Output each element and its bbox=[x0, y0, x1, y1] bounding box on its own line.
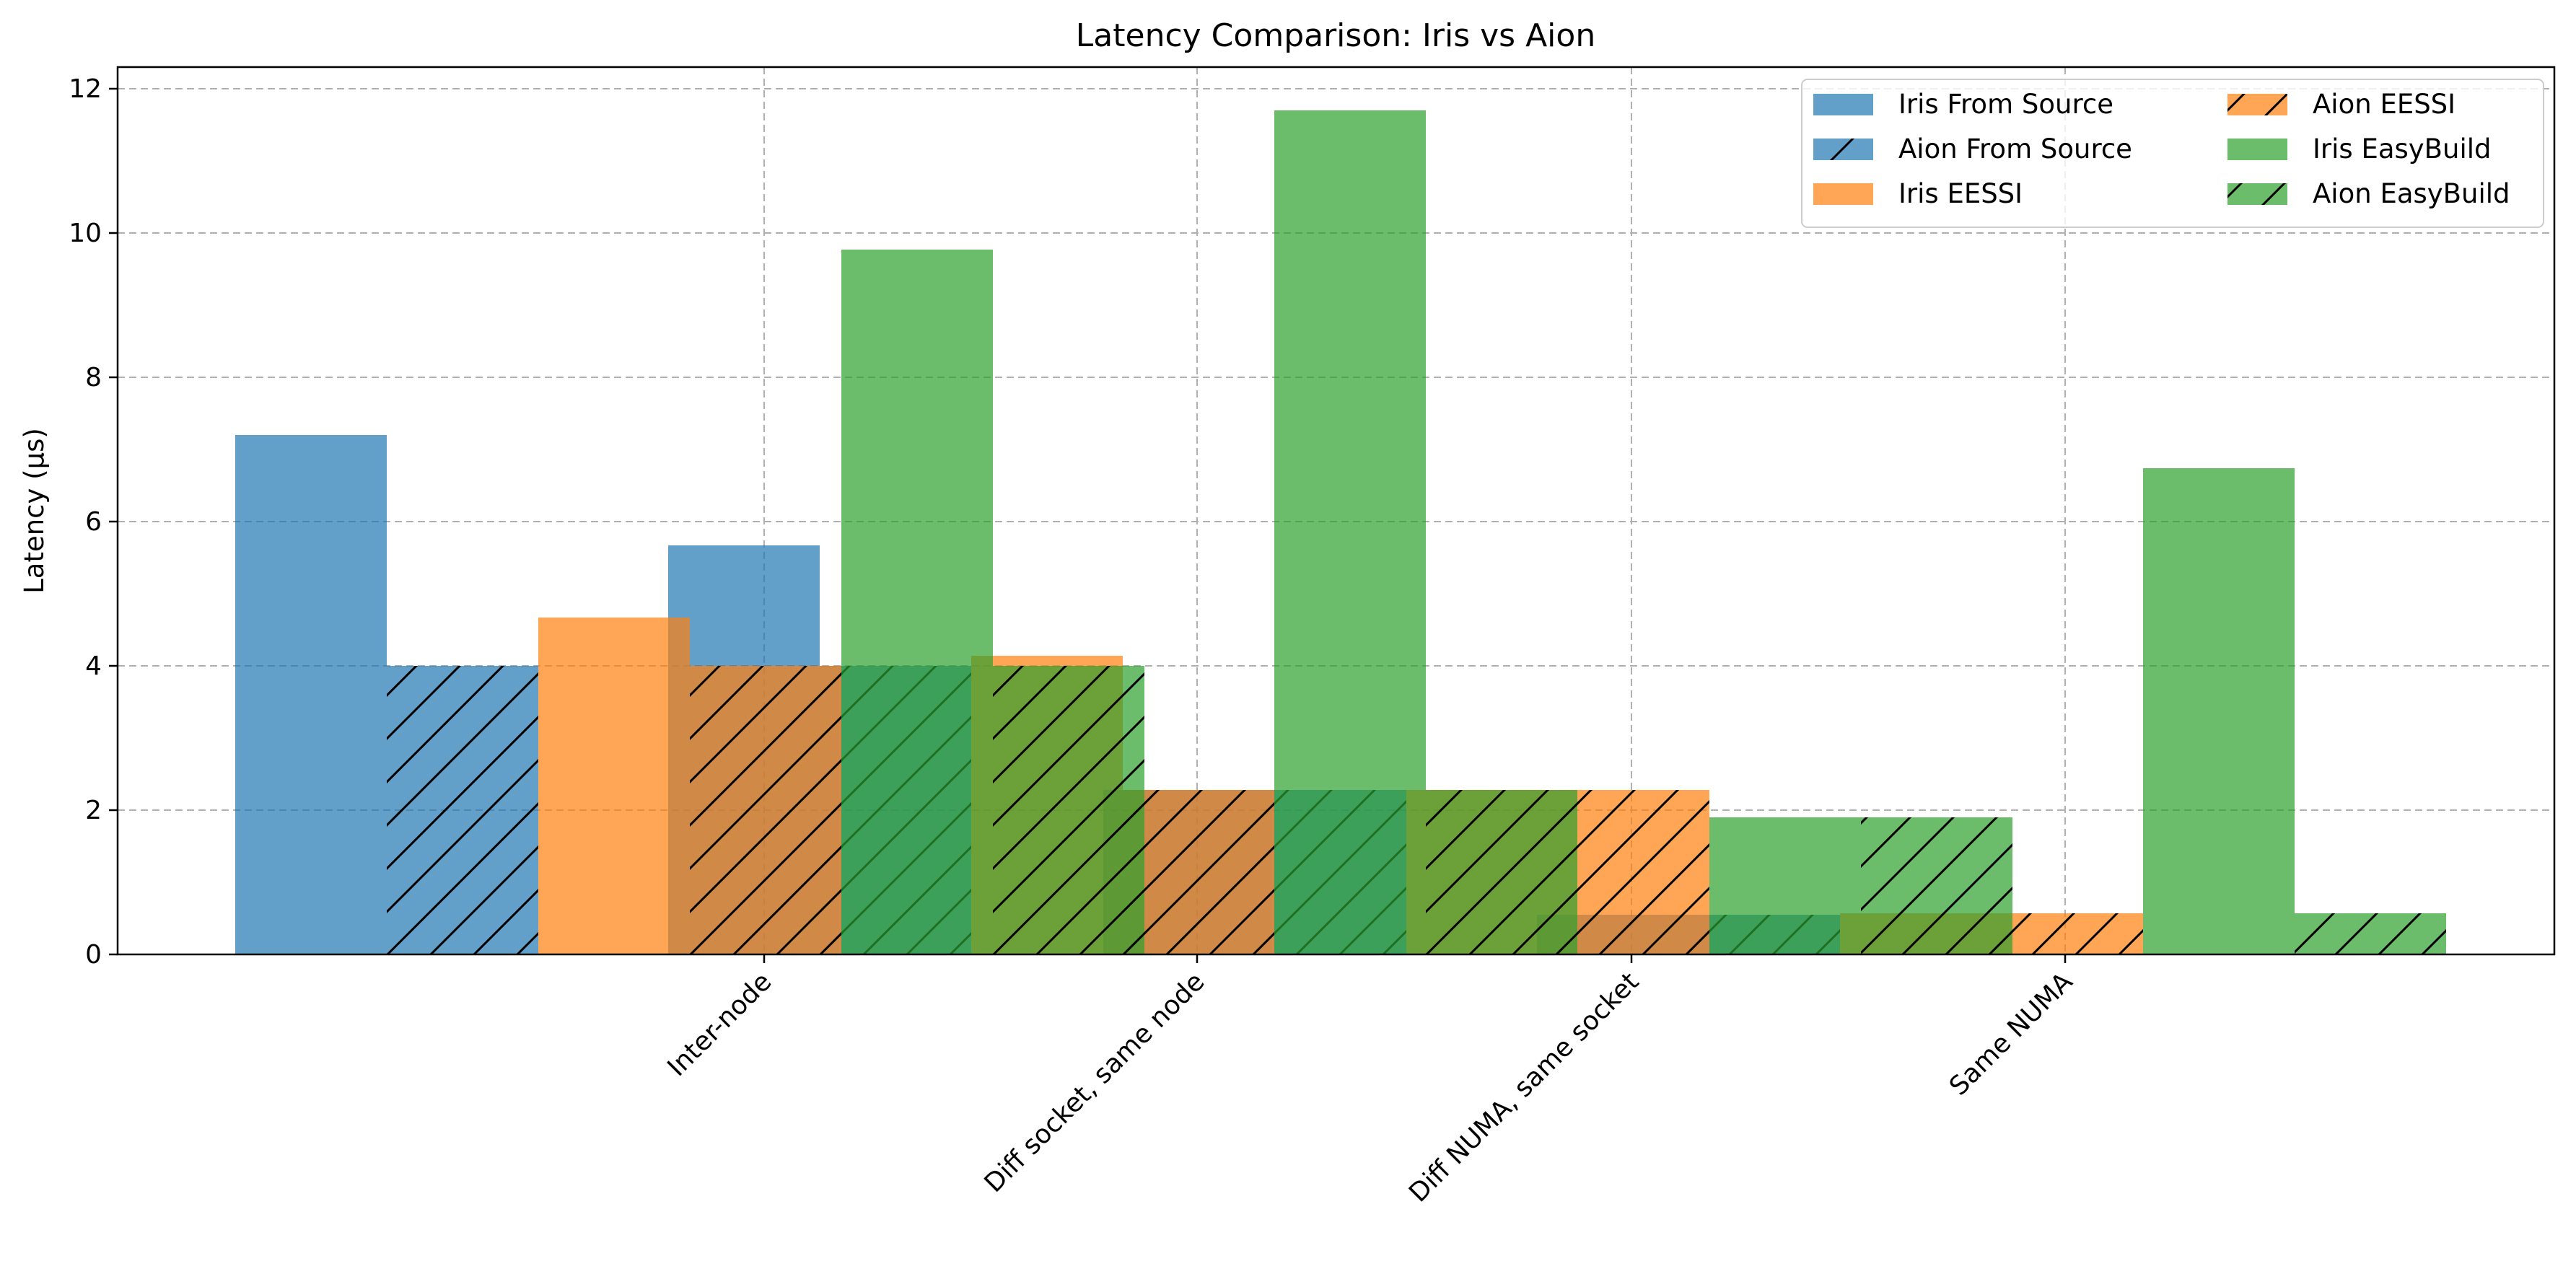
legend-swatch-iris-easybuild bbox=[2227, 139, 2287, 160]
legend-label-iris-easybuild: Iris EasyBuild bbox=[2313, 133, 2492, 164]
y-tick-label: 12 bbox=[69, 74, 102, 104]
legend-label-aion-from-source: Aion From Source bbox=[1898, 133, 2132, 164]
bar-iris-from-source-inter-node bbox=[235, 435, 387, 954]
bar-hatch-aion-eessi-inter-node bbox=[690, 666, 841, 954]
bar-hatch-aion-easybuild-inter-node bbox=[993, 666, 1144, 954]
legend-label-iris-from-source: Iris From Source bbox=[1898, 89, 2113, 120]
legend-swatch-hatch-aion-from-source bbox=[1813, 139, 1873, 160]
bar-hatch-aion-eessi-diff-numa-same-socket bbox=[1558, 790, 1709, 954]
legend: Iris From Source Aion From Source Iris EES… bbox=[1801, 79, 2544, 228]
y-tick-label: 0 bbox=[85, 940, 102, 970]
legend-swatch-hatch-aion-easybuild bbox=[2227, 183, 2287, 205]
bar-hatch-aion-eessi-diff-socket-same-node bbox=[1123, 790, 1274, 954]
bar-hatch-aion-easybuild-diff-socket-same-node bbox=[1426, 790, 1577, 954]
y-axis-title: Latency (µs) bbox=[19, 428, 50, 594]
legend-frame bbox=[1801, 79, 2544, 228]
bar-iris-easybuild-diff-numa-same-socket bbox=[1709, 817, 1861, 954]
legend-label-aion-eessi: Aion EESSI bbox=[2313, 89, 2455, 120]
bar-hatch-aion-easybuild-diff-numa-same-socket bbox=[1861, 817, 2012, 954]
bar-hatch-aion-easybuild-same-numa bbox=[2295, 913, 2446, 954]
y-tick-label: 8 bbox=[85, 363, 102, 392]
bar-hatch-aion-eessi-same-numa bbox=[1992, 913, 2143, 954]
legend-swatch-hatch-aion-eessi bbox=[2227, 94, 2287, 115]
y-tick-label: 10 bbox=[69, 219, 102, 248]
chart-title: Latency Comparison: Iris vs Aion bbox=[1076, 17, 1595, 54]
bar-iris-easybuild-diff-socket-same-node bbox=[1274, 110, 1426, 954]
y-tick-label: 4 bbox=[85, 651, 102, 681]
bars bbox=[235, 110, 2446, 954]
bar-iris-easybuild-inter-node bbox=[841, 250, 993, 954]
y-axis: 0 2 4 6 8 10 12 bbox=[69, 74, 118, 970]
y-tick-label: 2 bbox=[85, 796, 102, 825]
plot-frame bbox=[116, 66, 2556, 956]
legend-label-iris-eessi: Iris EESSI bbox=[1898, 178, 2023, 209]
bar-iris-eessi-inter-node bbox=[538, 618, 690, 954]
legend-label-aion-easybuild: Aion EasyBuild bbox=[2313, 178, 2510, 209]
y-tick-label: 6 bbox=[85, 507, 102, 537]
legend-swatch-iris-from-source bbox=[1813, 94, 1873, 115]
legend-swatch-iris-eessi bbox=[1813, 183, 1873, 205]
bar-iris-easybuild-same-numa bbox=[2143, 468, 2295, 954]
bar-hatch-aion-from-source-inter-node bbox=[387, 666, 538, 954]
